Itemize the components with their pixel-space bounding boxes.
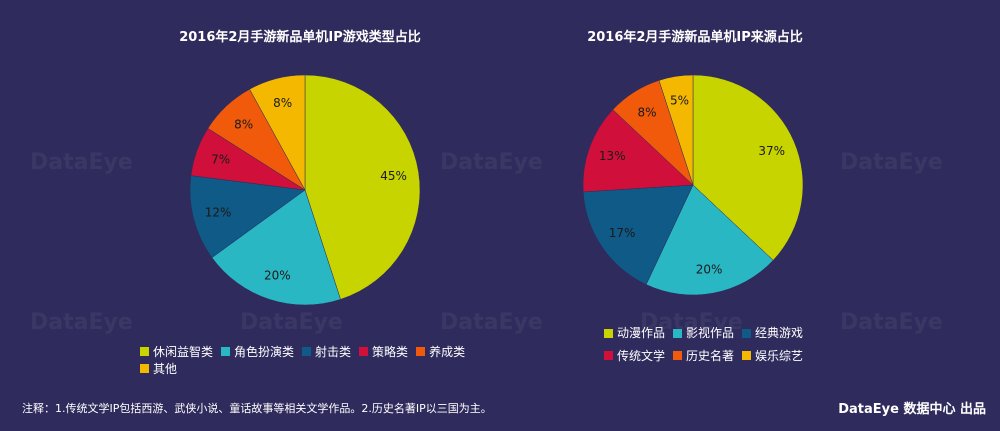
slice-label: 8%	[234, 118, 253, 132]
slice-label: 8%	[638, 106, 657, 120]
legend-item: 娱乐综艺	[742, 345, 803, 367]
watermark: DataEye	[840, 150, 943, 175]
legend-label: 娱乐综艺	[755, 348, 804, 363]
slice-label: 37%	[758, 144, 785, 158]
legend-label: 历史名著	[686, 348, 735, 363]
pie-slice-传统文学	[582, 109, 694, 193]
watermark: DataEye	[640, 310, 743, 335]
legend-item: 经典游戏	[742, 322, 803, 344]
slice-label: 13%	[599, 149, 626, 163]
legend-swatch	[221, 347, 231, 356]
watermark: DataEye	[440, 310, 543, 335]
watermark: DataEye	[840, 310, 943, 335]
chart-title-ip-source: 2016年2月手游新品单机IP来源占比	[587, 30, 803, 45]
chart-title-game-type: 2016年2月手游新品单机IP游戏类型占比	[179, 30, 421, 45]
slice-label: 20%	[696, 262, 723, 276]
legend-swatch	[140, 347, 149, 356]
watermark: DataEye	[30, 150, 133, 175]
slice-label: 8%	[273, 96, 292, 110]
legend-swatch	[742, 351, 752, 360]
slice-label: 20%	[264, 268, 291, 282]
legend-swatch	[302, 347, 312, 356]
legend-swatch	[604, 351, 613, 360]
watermark: DataEye	[440, 150, 543, 175]
legend-item: 动漫作品	[604, 322, 665, 344]
pie-slice-休闲益智类	[304, 74, 421, 300]
legend-item: 历史名著	[673, 345, 734, 367]
watermark: DataEye	[30, 310, 133, 335]
slice-label: 17%	[609, 226, 636, 240]
legend-label: 影视作品	[686, 326, 735, 340]
slice-label: 7%	[211, 153, 230, 167]
watermark: DataEye	[240, 310, 343, 335]
pie-slice-影视作品	[645, 184, 774, 296]
brand-credit: DataEye 数据中心 出品	[838, 402, 986, 417]
legend-swatch	[742, 328, 752, 338]
legend-item: 传统文学	[604, 345, 665, 367]
legend-swatch	[416, 347, 426, 356]
pie-slice-经典游戏	[582, 184, 694, 285]
slice-label: 12%	[205, 205, 232, 219]
slice-label: 45%	[380, 169, 407, 183]
legend-label: 经典游戏	[755, 326, 804, 340]
legend-label: 射击类	[315, 345, 352, 359]
legend-item: 角色扮演类	[221, 343, 294, 360]
legend-swatch	[604, 328, 613, 338]
legend-item: 策略类	[359, 343, 408, 360]
legend-swatch	[673, 328, 683, 338]
legend-item: 射击类	[302, 343, 351, 360]
legend-item: 其他	[140, 360, 177, 377]
legend-game-type: 休闲益智类 角色扮演类 射击类 策略类 养成类其他	[140, 343, 500, 377]
legend-item: 影视作品	[673, 322, 734, 344]
legend-label: 策略类	[372, 345, 409, 359]
legend-label: 休闲益智类	[153, 345, 214, 359]
legend-swatch	[359, 347, 369, 356]
legend-label: 角色扮演类	[234, 345, 295, 359]
legend-label: 动漫作品	[617, 326, 666, 340]
legend-swatch	[673, 351, 683, 360]
legend-label: 其他	[153, 362, 178, 376]
slice-label: 5%	[670, 93, 689, 107]
legend-item: 养成类	[416, 343, 465, 360]
pie-slice-其他	[249, 74, 306, 191]
pie-slice-射击类	[189, 175, 306, 258]
legend-label: 传统文学	[617, 348, 666, 363]
pie-slice-角色扮演类	[211, 189, 341, 306]
legend-label: 养成类	[429, 345, 466, 359]
footnote: 注释：1.传统文学IP包括西游、武侠小说、童话故事等相关文学作品。2.历史名著I…	[22, 402, 492, 415]
legend-item: 休闲益智类	[140, 343, 213, 360]
legend-swatch	[140, 364, 149, 373]
legend-ip-source: 动漫作品 影视作品 经典游戏传统文学 历史名著 娱乐综艺	[604, 322, 824, 367]
pie-slice-动漫作品	[692, 74, 804, 261]
pie-slice-娱乐综艺	[658, 74, 694, 186]
